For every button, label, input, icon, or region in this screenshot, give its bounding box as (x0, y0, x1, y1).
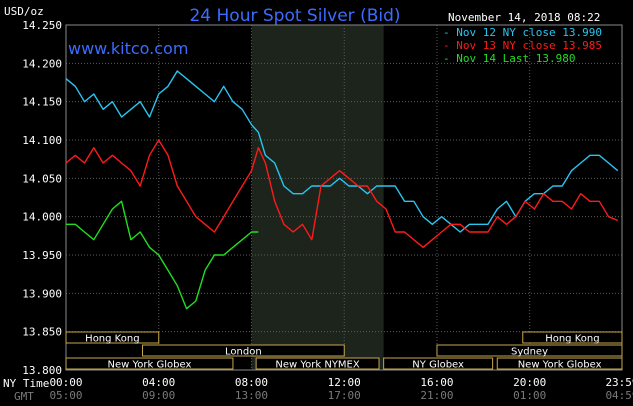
market-session-bar: London (142, 344, 345, 358)
x-tick-label-ny: 12:00 (328, 376, 361, 389)
x-tick-label-gmt: 13:00 (235, 389, 268, 402)
website-label: www.kitco.com (68, 39, 188, 58)
market-session-bar: Hong Kong (65, 331, 160, 345)
x-tick-label-ny: 08:00 (235, 376, 268, 389)
market-session-box (522, 331, 623, 344)
legend-marker-nov13: - (443, 39, 456, 52)
legend: - Nov 12 NY close 13.990 - Nov 13 NY clo… (443, 26, 602, 65)
market-session-box (436, 344, 623, 357)
legend-entry-nov13: - Nov 13 NY close 13.985 (443, 39, 602, 52)
y-tick-label: 13.900 (22, 287, 62, 300)
plot-frame (65, 24, 623, 371)
market-session-bar: New York Globex (496, 357, 623, 371)
x-row-label-gmt: GMT (14, 390, 34, 403)
market-session-label: NY Globex (412, 360, 464, 371)
market-session-box (142, 344, 345, 357)
legend-text-nov12: Nov 12 NY close 13.990 (456, 26, 602, 39)
y-tick-label: 14.050 (22, 172, 62, 185)
y-tick-label: 14.250 (22, 19, 62, 32)
y-tick-label: 14.150 (22, 96, 62, 109)
shaded-session-region (251, 25, 384, 370)
x-tick-label-ny: 20:00 (513, 376, 546, 389)
market-session-label: Hong Kong (85, 334, 139, 345)
x-tick-label-ny: 04:00 (142, 376, 175, 389)
series-line-2 (65, 139, 619, 249)
market-session-bar: New York Globex (65, 357, 234, 371)
market-session-label: New York Globex (518, 360, 602, 371)
market-session-label: Hong Kong (545, 334, 599, 345)
y-tick-label: 14.200 (22, 57, 62, 70)
legend-marker-nov14: - (443, 52, 456, 65)
legend-entry-nov14: - Nov 14 Last 13.980 (443, 52, 575, 65)
market-session-label: Sydney (511, 347, 548, 358)
market-session-box (255, 357, 380, 370)
y-tick-label: 14.100 (22, 134, 62, 147)
x-tick-label-gmt: 17:00 (328, 389, 361, 402)
x-tick-label-ny: 00:00 (49, 376, 82, 389)
market-session-bar: New York NYMEX (255, 357, 380, 371)
market-session-bar: Hong Kong (522, 331, 623, 345)
x-tick-label-gmt: 04:59 (605, 389, 633, 402)
y-tick-label: 14.000 (22, 211, 62, 224)
y-axis-unit-label: USD/oz (4, 5, 44, 18)
x-tick-label-gmt: 01:00 (513, 389, 546, 402)
x-tick-label-gmt: 09:00 (142, 389, 175, 402)
legend-entry-nov12: - Nov 12 NY close 13.990 (443, 26, 602, 39)
price-lines (65, 70, 619, 310)
x-tick-label-ny: 23:59 (605, 376, 633, 389)
legend-text-nov13: Nov 13 NY close 13.985 (456, 39, 602, 52)
x-tick-label-gmt: 05:00 (49, 389, 82, 402)
market-session-box (65, 331, 160, 344)
x-tick-label-gmt: 21:00 (420, 389, 453, 402)
y-tick-label: 13.800 (22, 364, 62, 377)
market-session-bar: NY Globex (383, 357, 494, 371)
x-tick-label-ny: 16:00 (420, 376, 453, 389)
legend-text-nov14: Nov 14 Last 13.980 (456, 52, 575, 65)
market-session-box (496, 357, 623, 370)
y-tick-label: 13.850 (22, 326, 62, 339)
chart-timestamp: November 14, 2018 08:22 (448, 11, 600, 24)
market-session-bar: Sydney (436, 344, 623, 358)
market-session-box (383, 357, 494, 370)
market-session-label: New York NYMEX (275, 360, 360, 371)
market-session-box (65, 357, 234, 370)
y-tick-label: 13.950 (22, 249, 62, 262)
y-axis: 14.250 14.200 14.150 14.100 14.050 14.000 13.9… (22, 19, 62, 377)
legend-marker-nov12: - (443, 26, 456, 39)
chart-title: 24 Hour Spot Silver (Bid) (189, 6, 400, 26)
market-session-label: New York Globex (108, 360, 192, 371)
series-line-3 (66, 200, 259, 310)
x-row-label-ny: NY Time (3, 377, 49, 390)
market-sessions: Hong Kong Hong Kong London Sydney New York G… (65, 331, 623, 371)
market-session-label: London (225, 347, 262, 358)
